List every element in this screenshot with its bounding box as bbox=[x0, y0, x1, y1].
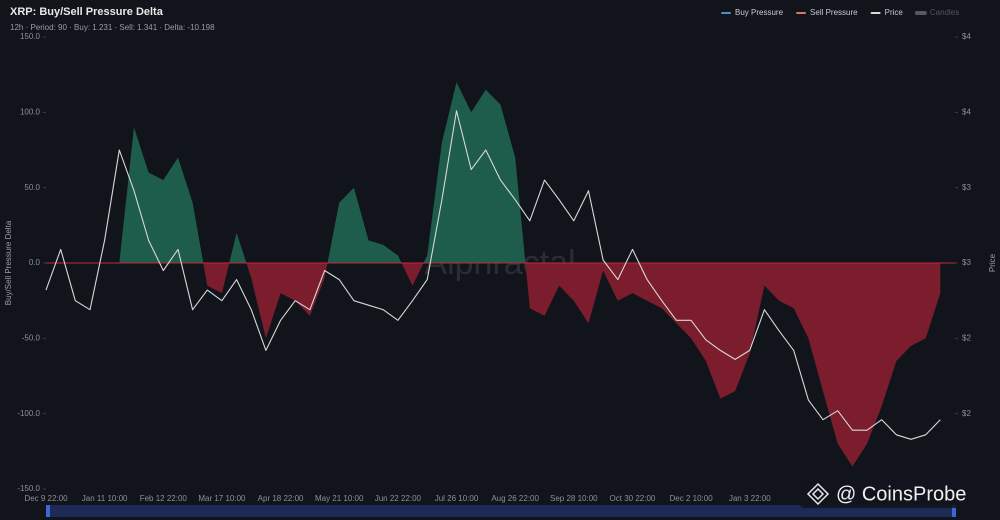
x-tick-label: Aug 26 22:00 bbox=[491, 494, 539, 503]
navigator-handle[interactable] bbox=[952, 505, 956, 517]
chart-title: XRP: Buy/Sell Pressure Delta bbox=[10, 6, 164, 18]
x-tick-label: Dec 2 10:00 bbox=[670, 494, 714, 503]
y2-tick-label: $2 bbox=[962, 333, 971, 342]
y-tick-label: 100.0 bbox=[20, 107, 41, 116]
y2-tick-label: $2 bbox=[962, 409, 971, 418]
x-tick-label: Jun 22 22:00 bbox=[375, 494, 422, 503]
credit-badge: @ CoinsProbe bbox=[800, 480, 994, 508]
y-tick-label: 150.0 bbox=[20, 32, 41, 41]
y2-tick-label: $3 bbox=[962, 183, 971, 192]
chart-subtitle: 12h · Period: 90 · Buy: 1.231 · Sell: 1.… bbox=[10, 23, 215, 32]
navigator[interactable] bbox=[46, 505, 956, 517]
y-tick-label: 0.0 bbox=[29, 258, 41, 267]
y-tick-label: 50.0 bbox=[24, 183, 40, 192]
navigator-handle[interactable] bbox=[46, 505, 50, 517]
x-tick-label: Dec 9 22:00 bbox=[24, 494, 68, 503]
x-tick-label: Feb 12 22:00 bbox=[140, 494, 188, 503]
legend-label: Buy Pressure bbox=[735, 8, 784, 17]
x-tick-label: Oct 30 22:00 bbox=[610, 494, 656, 503]
credit-logo bbox=[806, 482, 830, 506]
y2-tick-label: $4 bbox=[962, 32, 971, 41]
y2-tick-label: $3 bbox=[962, 258, 971, 267]
y2-axis-label: Price bbox=[988, 253, 997, 272]
credit-bg bbox=[800, 480, 994, 508]
price-line bbox=[45, 110, 941, 440]
credit-text: @ CoinsProbe bbox=[836, 483, 966, 505]
delta-area bbox=[46, 82, 941, 467]
y-axis-label: Buy/Sell Pressure Delta bbox=[4, 220, 13, 305]
x-tick-label: Mar 17 10:00 bbox=[198, 494, 246, 503]
y-tick-label: -100.0 bbox=[17, 409, 40, 418]
x-tick-label: Jul 26 10:00 bbox=[435, 494, 479, 503]
x-tick-label: May 21 10:00 bbox=[315, 494, 364, 503]
x-tick-label: Jan 3 22:00 bbox=[729, 494, 771, 503]
x-tick-label: Apr 18 22:00 bbox=[258, 494, 304, 503]
x-tick-label: Jan 11 10:00 bbox=[82, 494, 128, 503]
y2-tick-label: $4 bbox=[962, 107, 971, 116]
x-tick-label: Sep 28 10:00 bbox=[550, 494, 598, 503]
y-tick-label: -150.0 bbox=[17, 484, 40, 493]
legend-label: Sell Pressure bbox=[810, 8, 858, 17]
legend-label: Candles bbox=[930, 8, 959, 17]
y-tick-label: -50.0 bbox=[22, 333, 41, 342]
legend-label: Price bbox=[885, 8, 904, 17]
